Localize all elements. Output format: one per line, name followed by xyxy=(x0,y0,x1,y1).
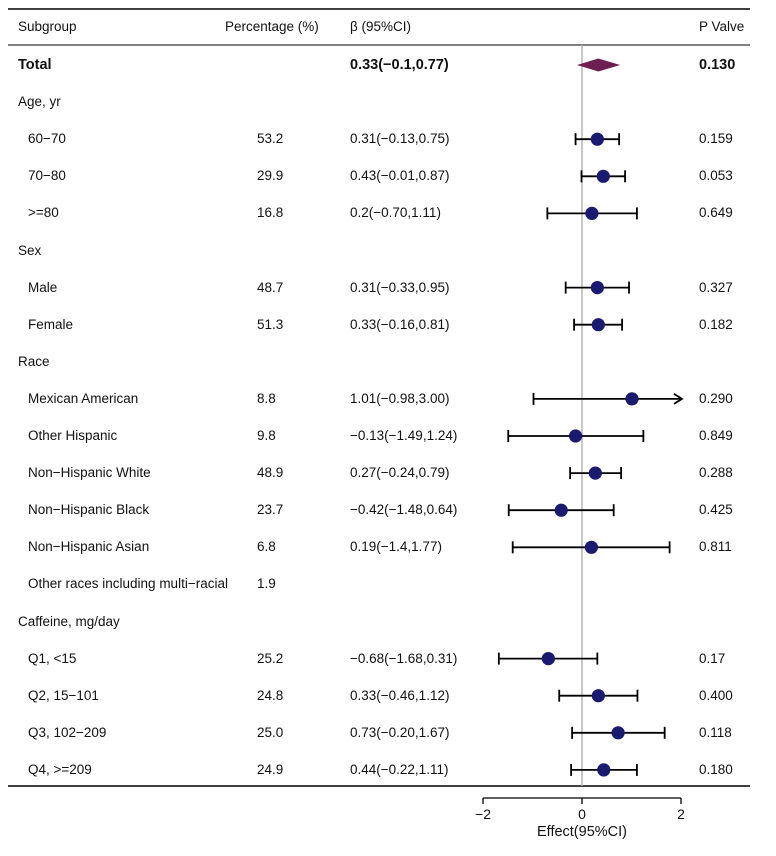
row-subgroup-label: Q2, 15−101 xyxy=(28,687,99,703)
row-subgroup-label: Non−Hispanic White xyxy=(28,465,151,481)
row-pvalue: 0.182 xyxy=(699,316,733,332)
row-percentage: 24.9 xyxy=(257,761,284,777)
point-estimate xyxy=(591,318,605,332)
point-estimate xyxy=(584,540,599,554)
point-estimate xyxy=(596,169,610,183)
row-subgroup-label: Other Hispanic xyxy=(28,428,118,443)
row-pvalue: 0.849 xyxy=(699,428,733,443)
header-pvalue: P Valve xyxy=(699,19,745,34)
total-estimate-diamond xyxy=(577,58,621,72)
row-beta-ci: 0.19(−1.4,1.77) xyxy=(350,539,442,555)
row-subgroup-label: Race xyxy=(18,353,50,369)
row-percentage: 6.8 xyxy=(257,539,276,555)
row-percentage: 16.8 xyxy=(257,205,284,221)
row-subgroup-label: Age, yr xyxy=(18,94,61,110)
point-estimate xyxy=(585,206,599,220)
row-subgroup-label: Other races including multi−racial xyxy=(28,576,228,592)
row-pvalue: 0.17 xyxy=(699,650,726,666)
row-percentage: 23.7 xyxy=(257,502,284,518)
row-percentage: 9.8 xyxy=(257,428,276,443)
point-estimate xyxy=(597,763,611,777)
row-subgroup-label: 60−70 xyxy=(28,131,66,147)
header-beta: β (95%CI) xyxy=(350,19,412,34)
row-subgroup-label: Mexican American xyxy=(28,390,139,406)
row-subgroup-label: 70−80 xyxy=(28,168,66,184)
row-beta-ci: 0.33(−0.16,0.81) xyxy=(350,316,450,332)
row-beta-ci: 0.73(−0.20,1.67) xyxy=(350,724,450,740)
row-subgroup-label: Total xyxy=(18,57,52,73)
row-pvalue: 0.290 xyxy=(699,390,733,406)
row-percentage: 24.8 xyxy=(257,687,284,703)
row-beta-ci: 0.2(−0.70,1.11) xyxy=(350,205,441,221)
row-subgroup-label: Caffeine, mg/day xyxy=(18,613,120,629)
row-subgroup-label: Q1, <15 xyxy=(28,650,77,666)
row-beta-ci: 0.44(−0.22,1.11) xyxy=(350,761,449,777)
row-pvalue: 0.425 xyxy=(699,502,733,518)
row-beta-ci: 1.01(−0.98,3.00) xyxy=(350,390,450,406)
row-subgroup-label: Sex xyxy=(18,242,42,258)
point-estimate xyxy=(541,652,555,666)
row-percentage: 29.9 xyxy=(257,168,284,184)
row-beta-ci: 0.31(−0.33,0.95) xyxy=(350,279,450,295)
point-estimate xyxy=(590,281,604,295)
x-tick-label: −2 xyxy=(475,806,491,822)
row-percentage: 25.0 xyxy=(257,724,284,740)
header-percentage: Percentage (%) xyxy=(225,19,319,34)
row-percentage: 48.7 xyxy=(257,279,284,295)
row-percentage: 51.3 xyxy=(257,316,284,332)
row-beta-ci: −0.68(−1.68,0.31) xyxy=(350,650,458,666)
row-beta-ci: −0.13(−1.49,1.24) xyxy=(350,428,458,443)
row-percentage: 48.9 xyxy=(257,465,284,481)
row-pvalue: 0.159 xyxy=(699,131,733,147)
point-estimate xyxy=(588,466,602,480)
row-subgroup-label: Non−Hispanic Black xyxy=(28,502,150,518)
x-axis-label: Effect(95%CI) xyxy=(537,824,627,840)
row-pvalue: 0.118 xyxy=(699,724,732,740)
row-subgroup-label: Female xyxy=(28,316,74,332)
row-beta-ci: 0.27(−0.24,0.79) xyxy=(350,465,450,481)
row-beta-ci: 0.31(−0.13,0.75) xyxy=(350,131,450,147)
row-pvalue: 0.288 xyxy=(699,465,733,481)
row-subgroup-label: >=80 xyxy=(28,205,59,221)
point-estimate xyxy=(590,132,604,146)
row-pvalue: 0.811 xyxy=(699,539,732,555)
row-percentage: 53.2 xyxy=(257,131,284,147)
row-pvalue: 0.400 xyxy=(699,687,733,703)
point-estimate xyxy=(554,503,568,517)
header-subgroup: Subgroup xyxy=(18,19,77,34)
row-pvalue: 0.053 xyxy=(699,168,733,184)
x-tick-label: 2 xyxy=(677,806,685,822)
row-percentage: 8.8 xyxy=(257,390,276,406)
point-estimate xyxy=(568,429,583,443)
row-pvalue: 0.180 xyxy=(699,761,733,777)
point-estimate xyxy=(591,689,605,703)
row-subgroup-label: Q4, >=209 xyxy=(28,761,92,777)
x-tick-label: 0 xyxy=(578,806,586,822)
row-percentage: 25.2 xyxy=(257,650,284,666)
row-beta-ci: 0.43(−0.01,0.87) xyxy=(350,168,450,184)
row-pvalue: 0.649 xyxy=(699,205,733,221)
point-estimate xyxy=(611,726,625,740)
ci-arrow-high xyxy=(673,393,684,405)
row-percentage: 1.9 xyxy=(257,576,276,592)
row-beta-ci: 0.33(−0.46,1.12) xyxy=(350,687,450,703)
row-subgroup-label: Non−Hispanic Asian xyxy=(28,539,150,555)
row-pvalue: 0.130 xyxy=(699,57,736,73)
row-subgroup-label: Male xyxy=(28,279,58,295)
row-subgroup-label: Q3, 102−209 xyxy=(28,724,107,740)
row-beta-ci: −0.42(−1.48,0.64) xyxy=(350,502,458,518)
point-estimate xyxy=(625,392,639,406)
row-pvalue: 0.327 xyxy=(699,279,733,295)
row-beta-ci: 0.33(−0.1,0.77) xyxy=(350,57,449,73)
